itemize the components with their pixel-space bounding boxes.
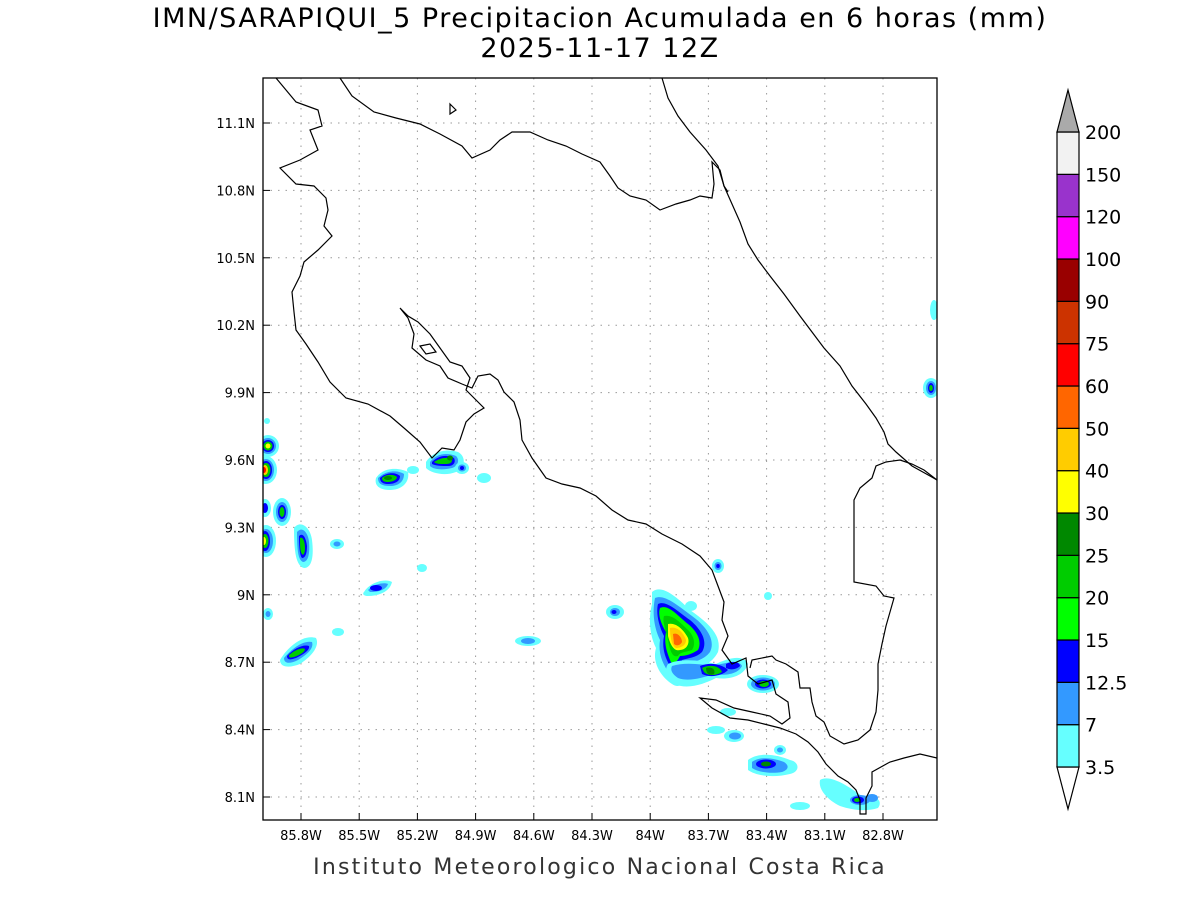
colorbar-box bbox=[1056, 427, 1080, 472]
lat-tick-label: 9.6N bbox=[225, 454, 255, 469]
colorbar-label: 100 bbox=[1085, 249, 1121, 271]
map-title: IMN/SARAPIQUI_5 Precipitacion Acumulada … bbox=[152, 3, 1048, 34]
colorbar-box bbox=[1056, 512, 1080, 556]
colorbar-label: 30 bbox=[1085, 503, 1109, 525]
map-frame bbox=[262, 77, 938, 821]
colorbar-label: 12.5 bbox=[1085, 672, 1127, 694]
precip-cells-west bbox=[263, 418, 491, 667]
colorbar-label: 120 bbox=[1085, 207, 1121, 229]
map-area bbox=[263, 78, 937, 820]
colorbar-label: 25 bbox=[1085, 545, 1109, 567]
colorbar-box bbox=[1056, 639, 1080, 683]
colorbar-box bbox=[1056, 597, 1080, 641]
colorbar-box bbox=[1056, 554, 1080, 599]
colorbar-label: 60 bbox=[1085, 376, 1109, 398]
colorbar-label: 50 bbox=[1085, 418, 1109, 440]
lat-tick-label: 9.3N bbox=[225, 521, 255, 536]
longitude-axis: 85.8W 85.5W 85.2W 84.9W 84.6W 84.3W 84W 83.7W 83… bbox=[280, 829, 904, 844]
precip-cell-burica bbox=[707, 708, 810, 810]
lat-tick-label: 10.2N bbox=[216, 319, 255, 334]
colorbar-box bbox=[1056, 385, 1080, 429]
colorbar-label: 3.5 bbox=[1085, 757, 1115, 779]
footer-credit: Instituto Meteorologico Nacional Costa R… bbox=[313, 855, 887, 880]
lon-tick-label: 83.7W bbox=[687, 829, 729, 844]
lat-tick-label: 11.1N bbox=[216, 117, 255, 132]
precip-cell-osa-north bbox=[649, 589, 719, 687]
lon-tick-label: 84W bbox=[635, 829, 665, 844]
lon-tick-label: 85.2W bbox=[396, 829, 438, 844]
colorbar-label: 20 bbox=[1085, 588, 1109, 610]
precip-cell-osa-mid bbox=[666, 657, 748, 687]
colorbar-box bbox=[1056, 258, 1080, 302]
lon-tick-label: 82.8W bbox=[862, 829, 904, 844]
colorbar-label: 150 bbox=[1085, 164, 1121, 186]
colorbar-box bbox=[1056, 300, 1080, 345]
lat-tick-label: 10.5N bbox=[216, 252, 255, 267]
colorbar: 3.5 7 12.5 15 20 25 30 40 50 60 75 90 100 120 150 200 bbox=[1056, 87, 1127, 812]
colorbar-box bbox=[1056, 681, 1080, 726]
colorbar-box bbox=[1056, 724, 1080, 768]
lon-tick-label: 84.3W bbox=[571, 829, 613, 844]
coastline bbox=[275, 78, 937, 815]
lat-tick-label: 10.8N bbox=[216, 184, 255, 199]
lat-tick-label: 8.1N bbox=[225, 791, 255, 806]
lat-tick-label: 9N bbox=[237, 589, 255, 604]
colorbar-top-arrow bbox=[1056, 87, 1080, 133]
precipitation-field bbox=[263, 300, 937, 811]
colorbar-label: 200 bbox=[1085, 122, 1121, 144]
lon-tick-label: 83.1W bbox=[804, 829, 846, 844]
lat-tick-label: 8.4N bbox=[225, 724, 255, 739]
colorbar-box bbox=[1056, 173, 1080, 218]
lon-tick-label: 85.8W bbox=[280, 829, 322, 844]
colorbar-label: 90 bbox=[1085, 291, 1109, 313]
colorbar-box bbox=[1056, 470, 1080, 514]
latitude-axis: 11.1N 10.8N 10.5N 10.2N 9.9N 9.6N 9.3N 9N 8.7N 8.… bbox=[216, 117, 255, 806]
colorbar-box bbox=[1056, 131, 1080, 175]
colorbar-label: 75 bbox=[1085, 334, 1109, 356]
colorbar-bottom-arrow bbox=[1056, 766, 1080, 812]
lat-tick-label: 9.9N bbox=[225, 387, 255, 402]
precip-cell-golfito bbox=[747, 675, 779, 693]
lon-tick-label: 83.4W bbox=[746, 829, 788, 844]
colorbar-label: 7 bbox=[1085, 715, 1097, 737]
colorbar-box bbox=[1056, 216, 1080, 260]
map-date: 2025-11-17 12Z bbox=[480, 33, 720, 64]
precip-cells-small-se bbox=[515, 300, 937, 646]
colorbar-label: 15 bbox=[1085, 630, 1109, 652]
lon-tick-label: 85.5W bbox=[338, 829, 380, 844]
colorbar-box bbox=[1056, 343, 1080, 387]
lon-tick-label: 84.9W bbox=[455, 829, 497, 844]
lat-tick-label: 8.7N bbox=[225, 656, 255, 671]
colorbar-label: 40 bbox=[1085, 461, 1109, 483]
lon-tick-label: 84.6W bbox=[513, 829, 555, 844]
